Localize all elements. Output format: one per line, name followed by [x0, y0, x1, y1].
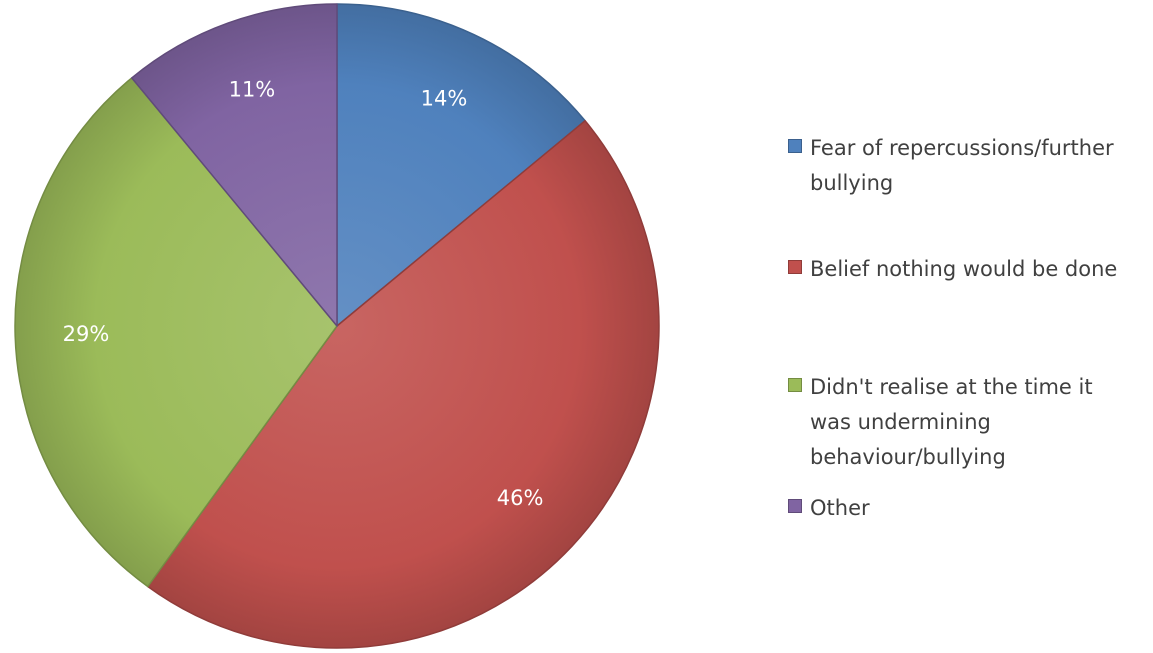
legend-swatch-purple	[788, 499, 802, 513]
pie-slice-didnt-realise	[14, 77, 338, 588]
legend-item-fear: Fear of repercussions/further bullying	[788, 131, 1150, 201]
legend-label-didnt-realise: Didn't realise at the time it was underm…	[810, 375, 1093, 469]
pie-label-other: 11%	[229, 78, 276, 102]
pie-label-fear: 14%	[421, 87, 468, 111]
pie-label-didnt-realise: 29%	[63, 322, 110, 346]
legend-item-didnt-realise: Didn't realise at the time it was underm…	[788, 370, 1150, 475]
legend-label-other: Other	[810, 496, 870, 520]
legend-item-belief: Belief nothing would be done	[788, 252, 1150, 287]
pie-slice-belief	[146, 119, 660, 649]
legend-label-fear: Fear of repercussions/further bullying	[810, 136, 1114, 195]
legend-item-other: Other	[788, 491, 1150, 526]
pie-slice-fear	[336, 3, 586, 327]
pie-label-belief: 46%	[497, 486, 544, 510]
legend-swatch-green	[788, 378, 802, 392]
pie-slice-other	[130, 3, 338, 327]
legend-swatch-red	[788, 260, 802, 274]
legend-label-belief: Belief nothing would be done	[810, 257, 1118, 281]
pie-slices	[14, 3, 660, 649]
pie-svg: 14% 46% 29% 11%	[14, 3, 660, 649]
legend-swatch-blue	[788, 139, 802, 153]
pie-value-labels: 14% 46% 29% 11%	[63, 78, 544, 510]
